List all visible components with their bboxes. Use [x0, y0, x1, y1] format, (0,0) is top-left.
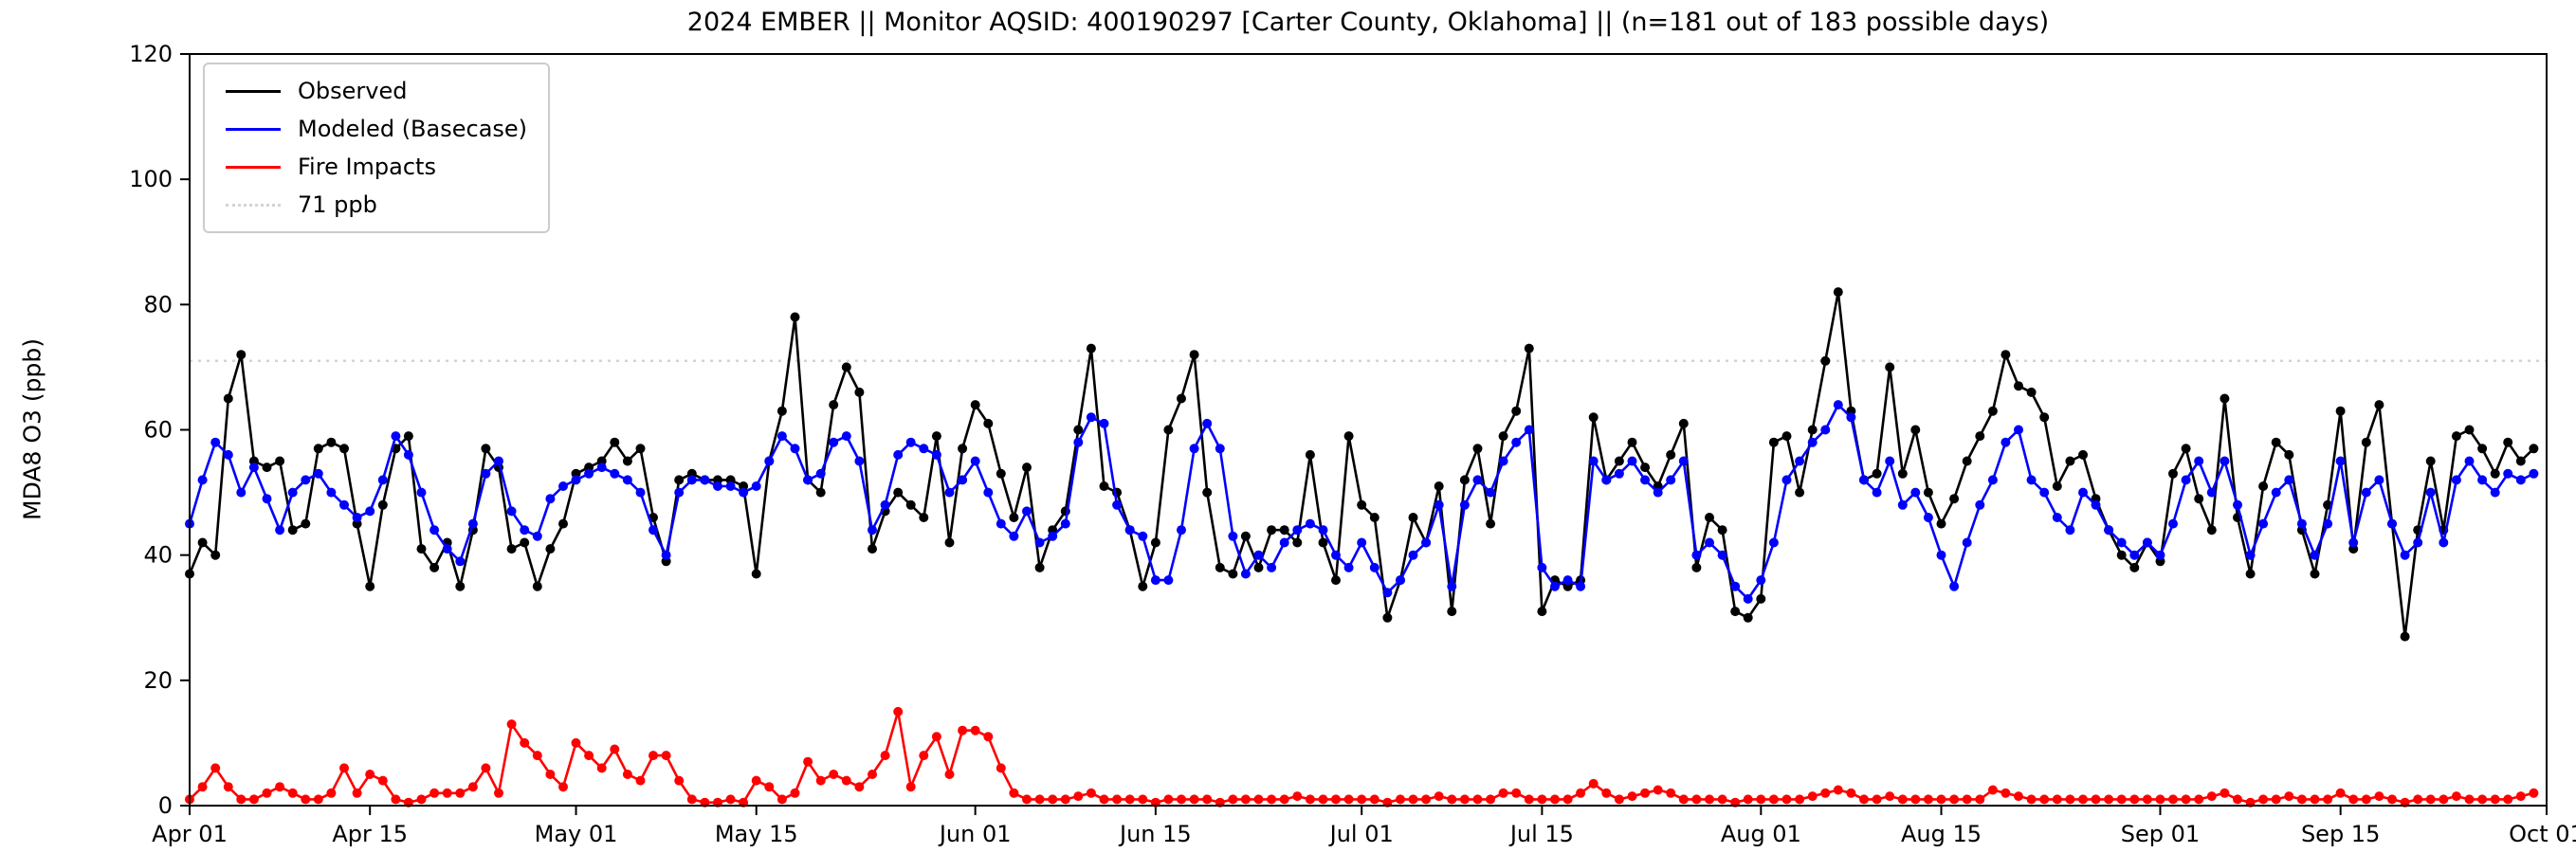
legend-item-threshold: 71 ppb: [226, 191, 527, 218]
y-tick-label: 80: [143, 291, 173, 318]
x-tick-label: Apr 01: [152, 821, 228, 847]
plot-border: [189, 53, 2548, 807]
observed-line-sample: [226, 89, 281, 93]
fire-impacts-markers: [185, 706, 2539, 808]
x-tick-label: May 01: [535, 821, 618, 847]
x-axis: Apr 01 Apr 15 May 01 May 15 Jun 01 Jun 15 Jul …: [152, 806, 2576, 847]
legend-label: 71 ppb: [298, 191, 377, 218]
y-tick-label: 100: [129, 166, 173, 192]
y-tick-label: 40: [143, 542, 173, 569]
legend-label: Fire Impacts: [298, 154, 436, 180]
x-tick-label: Jul 01: [1328, 821, 1394, 847]
x-tick-label: Apr 15: [332, 821, 408, 847]
legend-item-fire: Fire Impacts: [226, 154, 527, 180]
x-tick-label: Aug 15: [1901, 821, 1982, 847]
legend-item-observed: Observed: [226, 78, 527, 104]
x-tick-label: Aug 01: [1721, 821, 1801, 847]
modeled-basecase--markers: [185, 400, 2539, 604]
threshold-line-sample: [226, 203, 281, 207]
y-tick-label: 0: [158, 792, 173, 819]
legend-item-modeled: Modeled (Basecase): [226, 116, 527, 142]
fire-line-sample: [226, 165, 281, 169]
x-tick-label: Jul 15: [1508, 821, 1574, 847]
legend-label: Modeled (Basecase): [298, 116, 528, 142]
x-tick-label: Jun 15: [1118, 821, 1192, 847]
y-tick-label: 60: [143, 417, 173, 444]
legend: Observed Modeled (Basecase) Fire Impacts…: [203, 63, 551, 233]
x-tick-label: Sep 15: [2301, 821, 2380, 847]
y-tick-label: 20: [143, 667, 173, 694]
y-axis: 0 20 40 60 80 100 120: [129, 41, 190, 819]
y-tick-label: 120: [129, 41, 173, 67]
x-tick-label: Sep 01: [2121, 821, 2200, 847]
x-tick-label: May 15: [715, 821, 798, 847]
x-tick-label: Oct 01: [2509, 821, 2576, 847]
legend-label: Observed: [298, 78, 408, 104]
x-tick-label: Jun 01: [938, 821, 1012, 847]
modeled-line-sample: [226, 127, 281, 131]
observed-markers: [185, 287, 2539, 642]
chart-title: 2024 EMBER || Monitor AQSID: 400190297 […: [686, 8, 2050, 37]
